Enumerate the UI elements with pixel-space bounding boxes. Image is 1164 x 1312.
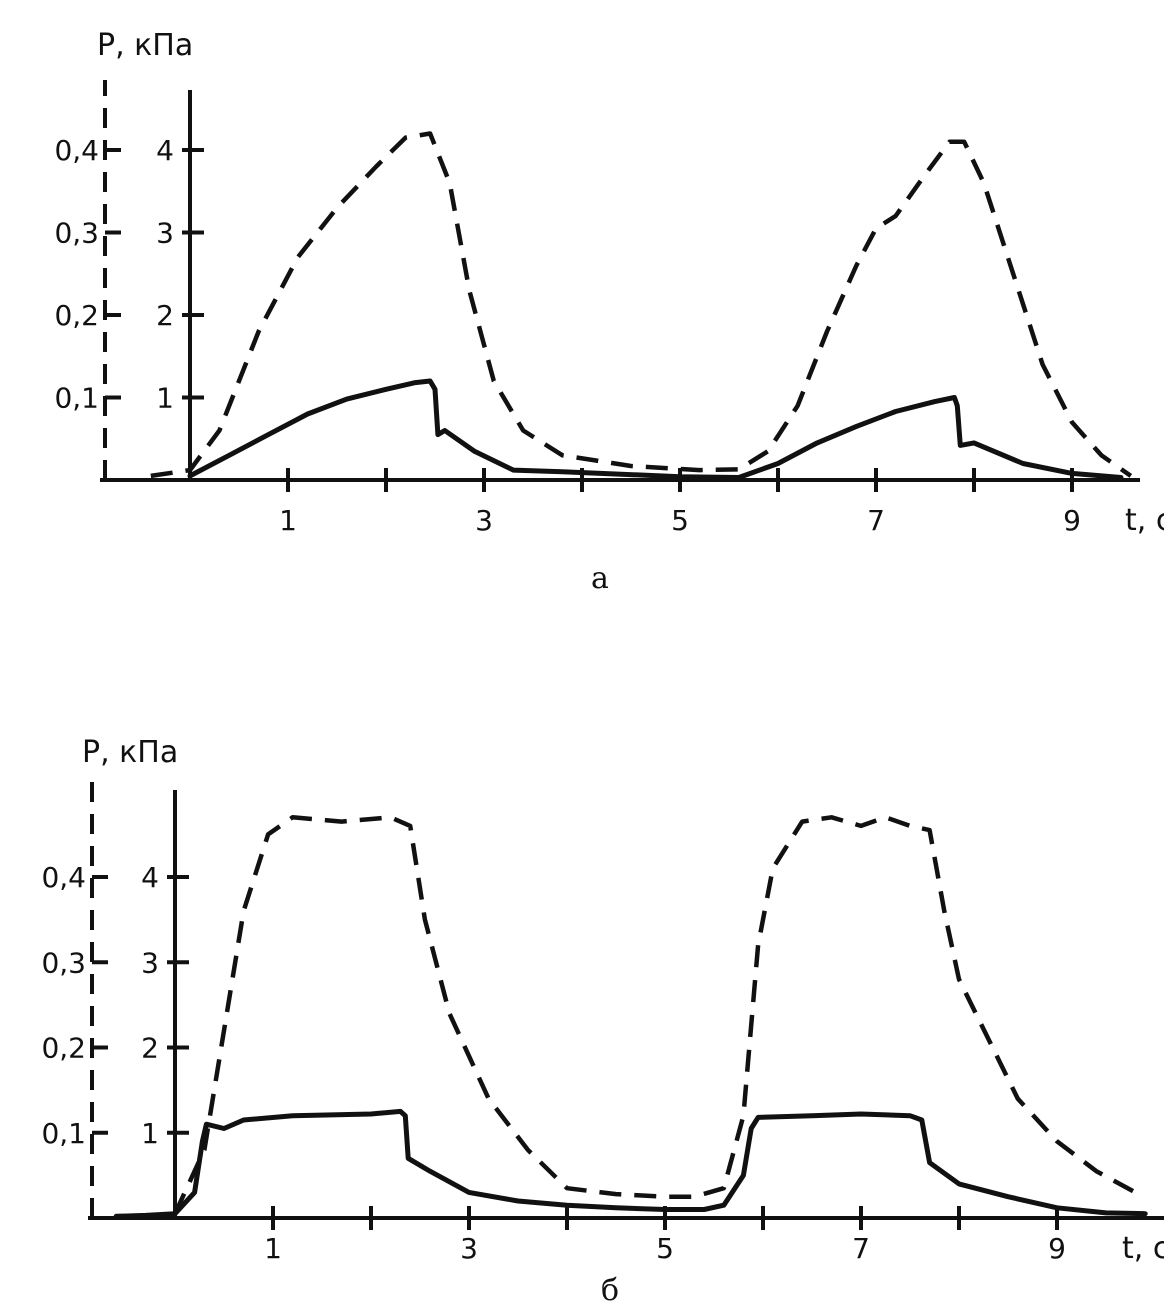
x-tick-label: 7 [852, 1232, 870, 1265]
x-axis-label: t, c [1125, 503, 1164, 538]
y-tick-label-left: 0,4 [54, 134, 99, 167]
y-tick-label-right: 4 [141, 861, 159, 894]
series-line-solid [187, 378, 1124, 480]
x-tick-label: 1 [279, 504, 297, 537]
panel-label: a [591, 561, 609, 596]
y-tick-label-left: 0,2 [41, 1032, 86, 1065]
y-tick-label-left: 0,1 [41, 1117, 86, 1150]
y-tick-label-right: 4 [156, 134, 174, 167]
x-tick-label: 9 [1063, 504, 1081, 537]
series-line-dashed [150, 131, 1133, 479]
y-tick-label-right: 2 [141, 1032, 159, 1065]
y-tick-label-right: 1 [156, 382, 174, 415]
x-tick-label: 7 [867, 504, 885, 537]
y-tick-label-right: 3 [141, 946, 159, 979]
x-tick-label: 1 [264, 1232, 282, 1265]
series-line-dashed [172, 815, 1137, 1215]
y-tick-label-left: 0,4 [41, 861, 86, 894]
y-axis-label: P, кПа [82, 735, 178, 770]
x-tick-label: 3 [460, 1232, 478, 1265]
y-axis-label: P, кПа [97, 28, 193, 63]
y-tick-label-left: 0,3 [41, 946, 86, 979]
y-tick-label-left: 0,3 [54, 217, 99, 250]
y-tick-label-right: 2 [156, 299, 174, 332]
chart-panel-1: 1 3 5 7 9 t, c 1 2 3 4 0,1 0,2 0,3 0,4 P, кПа a [54, 28, 1164, 596]
y-tick-label-left: 0,2 [54, 299, 99, 332]
chart-panel-2: 1 3 5 7 9 t, c 1 2 3 4 0,1 0,2 0,3 0,4 P, кПа б [41, 735, 1164, 1308]
y-tick-label-left: 0,1 [54, 382, 99, 415]
y-tick-label-right: 1 [141, 1117, 159, 1150]
x-tick-label: 5 [671, 504, 689, 537]
y-tick-label-right: 3 [156, 217, 174, 250]
series-line-solid [113, 1108, 1148, 1219]
panel-label: б [601, 1273, 619, 1308]
x-tick-label: 5 [656, 1232, 674, 1265]
x-tick-label: 9 [1048, 1232, 1066, 1265]
x-tick-label: 3 [475, 504, 493, 537]
x-axis-label: t, c [1122, 1231, 1164, 1266]
